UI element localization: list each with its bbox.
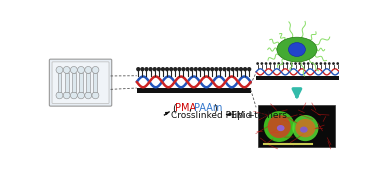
Text: PMA: PMA xyxy=(175,103,196,113)
Circle shape xyxy=(85,92,92,99)
FancyBboxPatch shape xyxy=(52,62,109,103)
Circle shape xyxy=(298,62,301,65)
Ellipse shape xyxy=(300,127,308,133)
Ellipse shape xyxy=(277,125,285,131)
Circle shape xyxy=(63,66,70,73)
Circle shape xyxy=(56,66,63,73)
Text: PAAm: PAAm xyxy=(194,103,222,113)
Circle shape xyxy=(294,62,297,65)
Circle shape xyxy=(324,62,327,65)
Bar xyxy=(86,73,90,92)
Circle shape xyxy=(311,62,314,65)
Circle shape xyxy=(282,62,284,65)
Circle shape xyxy=(165,67,169,71)
Text: ,: , xyxy=(189,103,195,113)
Text: lipid tethers: lipid tethers xyxy=(232,111,287,120)
Circle shape xyxy=(273,62,276,65)
Ellipse shape xyxy=(264,111,294,142)
FancyBboxPatch shape xyxy=(50,59,112,106)
Circle shape xyxy=(231,67,235,71)
Circle shape xyxy=(218,67,223,71)
Circle shape xyxy=(247,67,251,71)
Circle shape xyxy=(303,62,305,65)
Text: Crosslinked PEM +: Crosslinked PEM + xyxy=(170,111,254,120)
Circle shape xyxy=(307,62,310,65)
Bar xyxy=(256,76,339,80)
Circle shape xyxy=(210,67,214,71)
Bar xyxy=(137,88,251,93)
Circle shape xyxy=(92,66,99,73)
Circle shape xyxy=(286,62,288,65)
Ellipse shape xyxy=(295,119,315,137)
Circle shape xyxy=(156,67,161,71)
Circle shape xyxy=(290,62,293,65)
Circle shape xyxy=(328,62,331,65)
Circle shape xyxy=(260,62,263,65)
Text: ): ) xyxy=(214,103,217,113)
Circle shape xyxy=(315,62,318,65)
Ellipse shape xyxy=(268,115,291,138)
Circle shape xyxy=(153,67,157,71)
Circle shape xyxy=(202,67,206,71)
Circle shape xyxy=(243,67,247,71)
Circle shape xyxy=(194,67,198,71)
Circle shape xyxy=(70,92,77,99)
Ellipse shape xyxy=(292,115,318,141)
Circle shape xyxy=(161,67,165,71)
Circle shape xyxy=(77,92,85,99)
Ellipse shape xyxy=(277,37,317,62)
Circle shape xyxy=(77,66,85,73)
Circle shape xyxy=(181,67,186,71)
Circle shape xyxy=(256,62,259,65)
Bar xyxy=(65,73,68,92)
Circle shape xyxy=(235,67,239,71)
Circle shape xyxy=(265,62,268,65)
Circle shape xyxy=(169,67,173,71)
Circle shape xyxy=(70,66,77,73)
Circle shape xyxy=(56,92,63,99)
Circle shape xyxy=(277,62,280,65)
Circle shape xyxy=(222,67,227,71)
Circle shape xyxy=(336,62,339,65)
Bar xyxy=(258,105,335,147)
Circle shape xyxy=(85,66,92,73)
Circle shape xyxy=(177,67,181,71)
Bar xyxy=(93,73,98,92)
Circle shape xyxy=(206,67,210,71)
Circle shape xyxy=(144,67,149,71)
Bar xyxy=(72,73,76,92)
Circle shape xyxy=(149,67,153,71)
Ellipse shape xyxy=(288,43,305,56)
Circle shape xyxy=(269,62,272,65)
Circle shape xyxy=(332,62,335,65)
Circle shape xyxy=(140,67,144,71)
Circle shape xyxy=(239,67,243,71)
Circle shape xyxy=(173,67,177,71)
Circle shape xyxy=(228,113,232,116)
Circle shape xyxy=(214,67,218,71)
Circle shape xyxy=(63,92,70,99)
Text: (: ( xyxy=(172,103,176,113)
Circle shape xyxy=(319,62,322,65)
Circle shape xyxy=(185,67,190,71)
Circle shape xyxy=(92,92,99,99)
Circle shape xyxy=(226,67,231,71)
Circle shape xyxy=(136,67,141,71)
Circle shape xyxy=(189,67,194,71)
Circle shape xyxy=(198,67,202,71)
Bar xyxy=(79,73,83,92)
Bar xyxy=(57,73,61,92)
